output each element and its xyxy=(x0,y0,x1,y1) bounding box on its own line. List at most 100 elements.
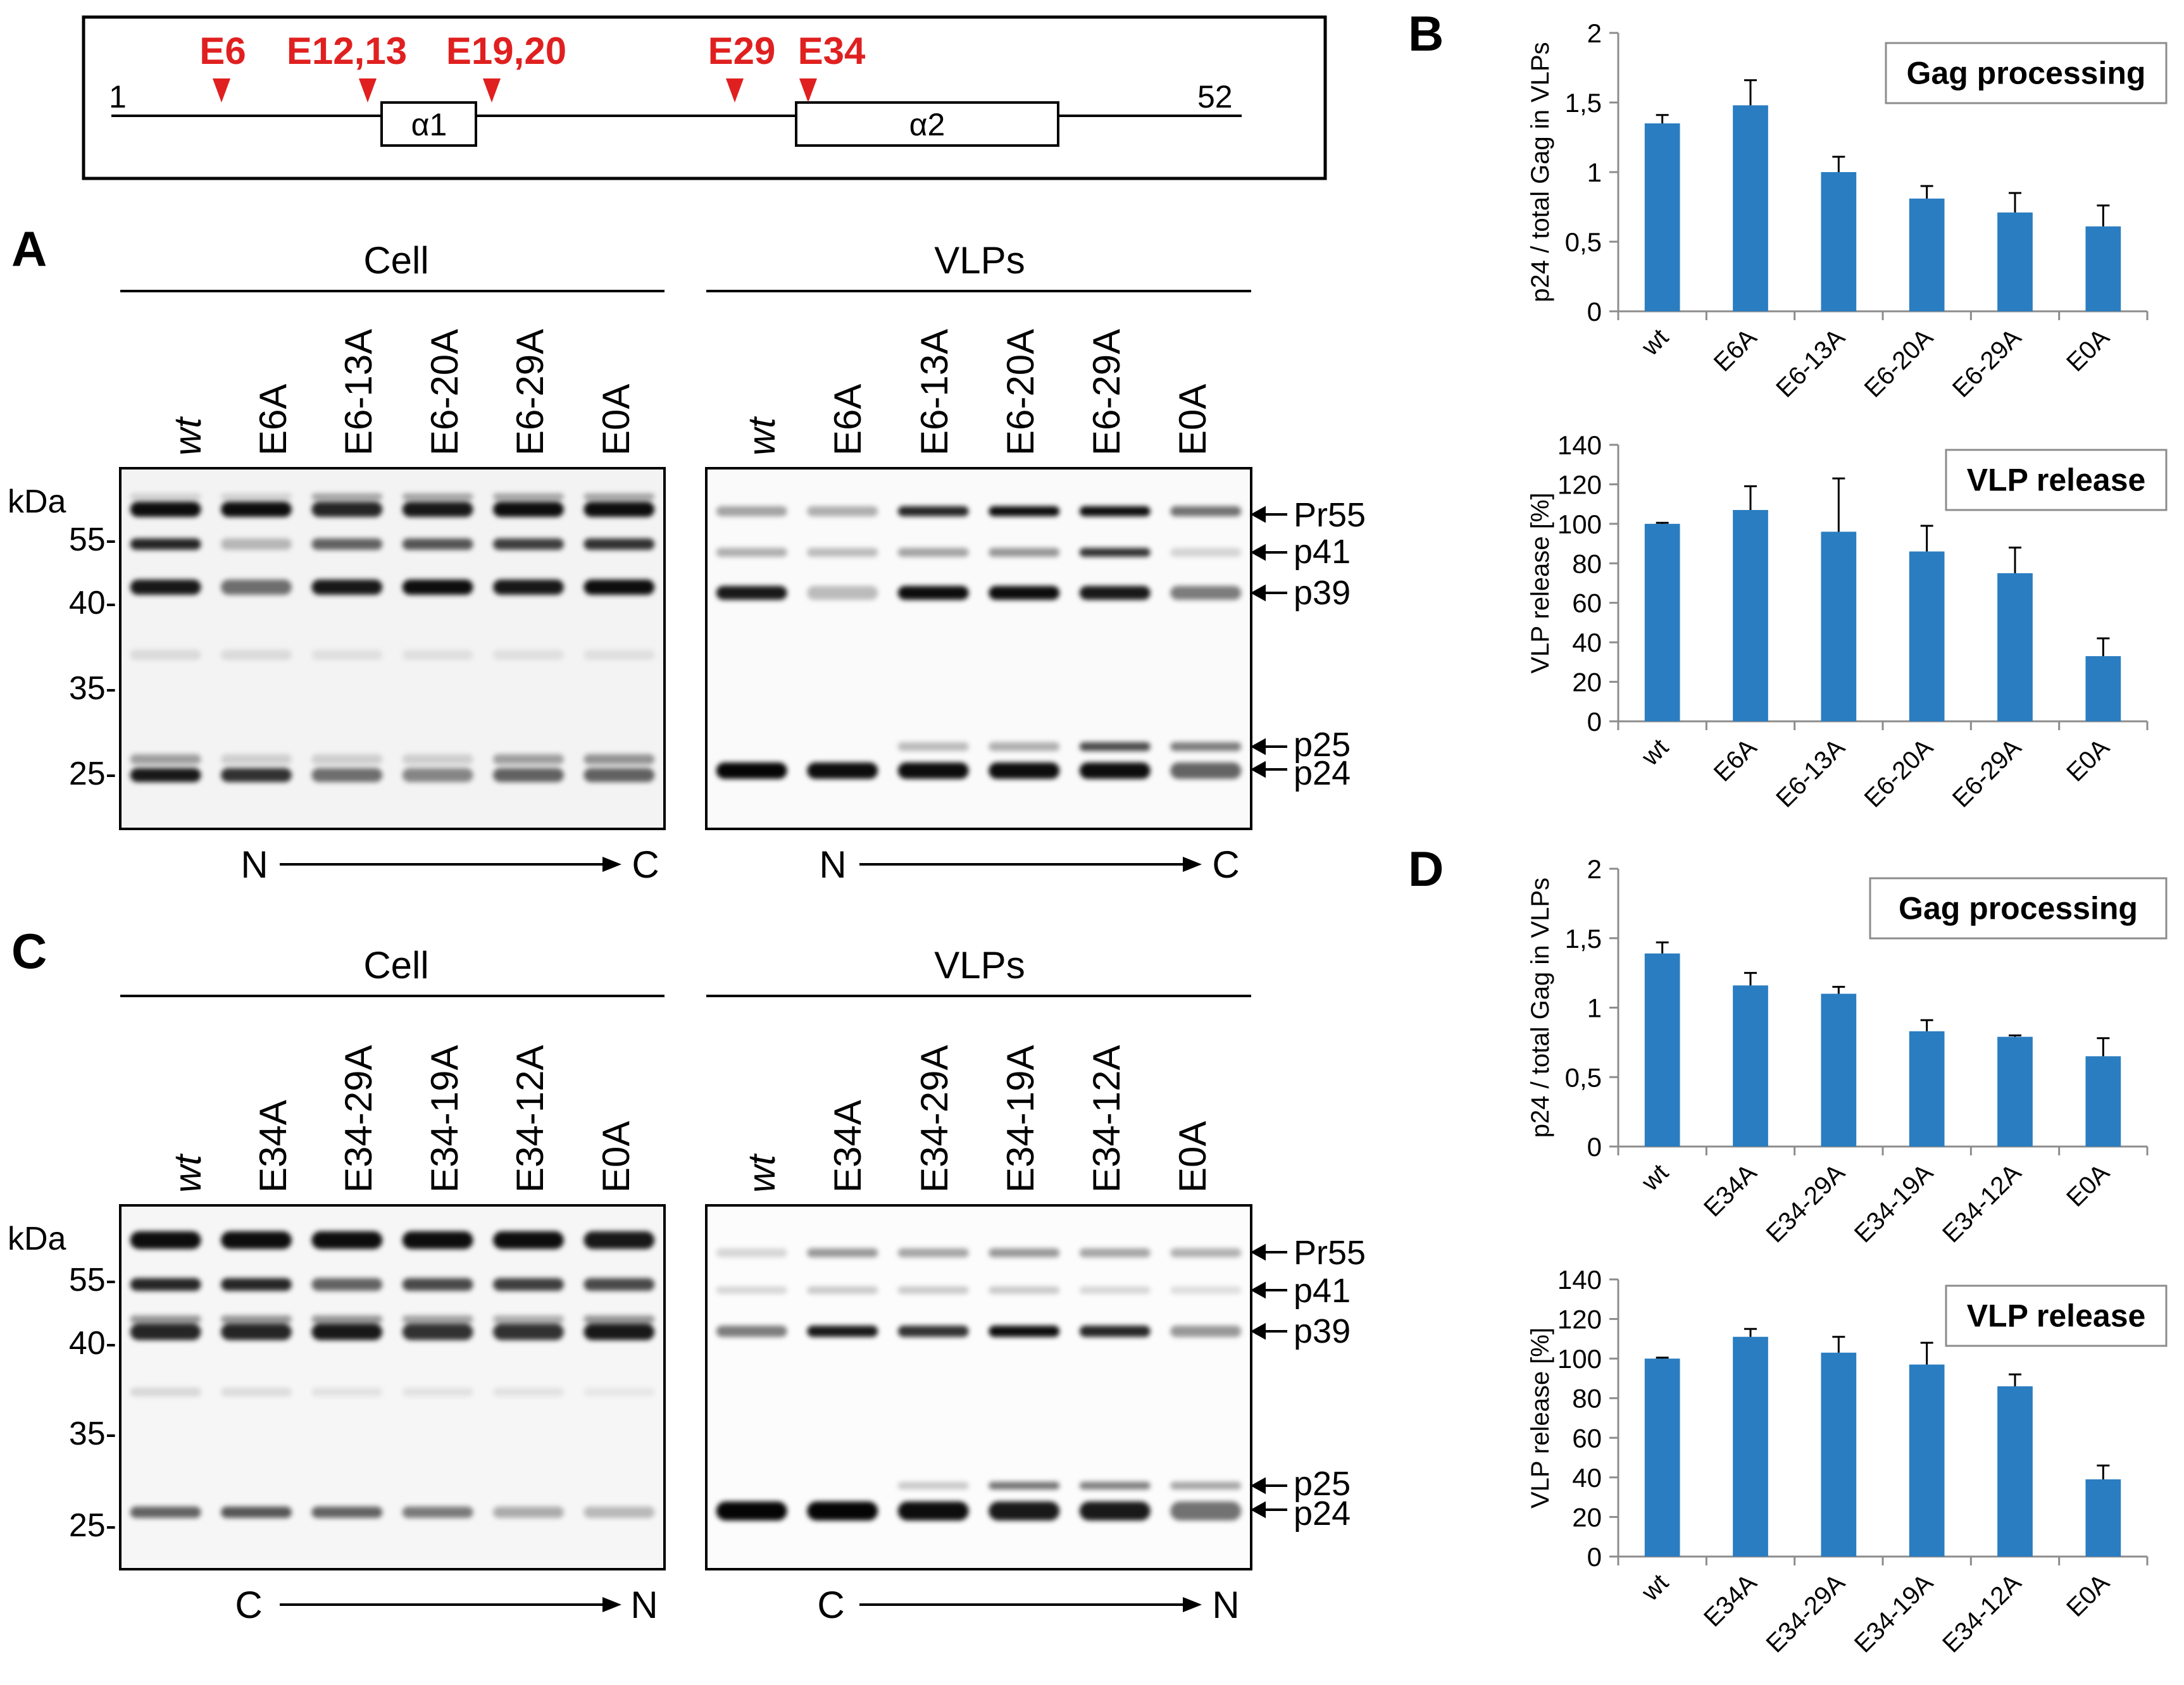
band-label-p24: p24 xyxy=(1294,1495,1351,1533)
chart-title: VLP release xyxy=(1967,463,2146,498)
x-tick-label: E0A xyxy=(2061,1159,2115,1212)
arrow-icon xyxy=(1250,1281,1266,1299)
site-e34-arrow-icon xyxy=(799,78,817,103)
top-cell-blot xyxy=(119,467,666,830)
blot-band xyxy=(130,1324,201,1340)
y-tick-label: 20 xyxy=(1572,668,1602,697)
blot-band xyxy=(493,650,564,660)
bar xyxy=(1909,1364,1945,1557)
y-tick-label: 1 xyxy=(1587,993,1602,1023)
blot-band xyxy=(311,1315,383,1323)
blot-band xyxy=(402,502,473,517)
blot-band xyxy=(402,768,473,782)
marker-35: 35- xyxy=(69,670,116,707)
blot-band xyxy=(989,1248,1060,1257)
blot-band xyxy=(807,586,878,600)
band-label-p41: p41 xyxy=(1294,533,1351,571)
blot-band xyxy=(1170,1286,1242,1294)
blot-band xyxy=(311,650,383,660)
bottom-vlp-lane-labels: wt E34A E34-29A E34-19A E34-12A E0A xyxy=(740,1045,1214,1193)
blot-band xyxy=(493,538,564,550)
blot-band xyxy=(583,1315,655,1323)
lane-label: wt xyxy=(166,1153,209,1193)
blot-band xyxy=(583,502,655,517)
panel-label-a: A xyxy=(11,221,47,277)
blot-band xyxy=(311,754,383,764)
blot-band xyxy=(221,768,292,782)
blot-band xyxy=(807,1248,878,1257)
x-tick-label: E34A xyxy=(1699,1159,1763,1222)
blot-band xyxy=(1079,1482,1151,1489)
top-vlp-dir-end: C xyxy=(1212,843,1239,886)
blot-band xyxy=(1079,1248,1151,1257)
arrow-icon xyxy=(1250,584,1266,602)
blot-band xyxy=(402,1507,473,1518)
bar xyxy=(1997,212,2033,311)
helix-1-label: α1 xyxy=(411,107,447,142)
blot-band xyxy=(1170,742,1242,751)
site-e6: E6 xyxy=(199,30,246,72)
blot-band xyxy=(311,1278,383,1291)
blot-band xyxy=(493,502,564,517)
blot-band xyxy=(583,1324,655,1340)
blot-band xyxy=(493,1324,564,1340)
blot-band xyxy=(493,1278,564,1291)
x-tick-label: E34A xyxy=(1699,1569,1763,1632)
band-label-pr55: Pr55 xyxy=(1294,496,1366,534)
blot-band xyxy=(130,754,201,764)
bar xyxy=(1997,573,2033,721)
marker-40: 40- xyxy=(69,585,116,621)
band-label-p39: p39 xyxy=(1294,1312,1351,1350)
bar xyxy=(1909,1031,1945,1147)
y-axis-title: VLP release [%] xyxy=(1526,1327,1554,1508)
blot-band xyxy=(130,1231,201,1249)
blot-band xyxy=(493,1507,564,1518)
bar xyxy=(1644,953,1680,1147)
y-tick-label: 100 xyxy=(1557,509,1602,539)
y-tick-label: 80 xyxy=(1572,1384,1602,1414)
y-axis-title: VLP release [%] xyxy=(1526,492,1554,673)
site-e34: E34 xyxy=(798,30,866,72)
bar xyxy=(1997,1386,2033,1557)
residue-end: 52 xyxy=(1197,79,1233,115)
lane-label: E34-29A xyxy=(337,1045,380,1193)
y-tick-label: 1,5 xyxy=(1565,924,1602,954)
lane-label: E34-12A xyxy=(1085,1045,1128,1193)
direction-arrow-icon xyxy=(602,857,621,872)
bar xyxy=(2085,656,2121,721)
marker-25: 25- xyxy=(69,1507,116,1544)
arrow-icon xyxy=(1250,1477,1266,1495)
kda-label: kDa xyxy=(8,1221,66,1257)
y-tick-label: 1,5 xyxy=(1565,88,1602,118)
blot-band xyxy=(716,586,787,600)
y-axis-title: p24 / total Gag in VLPs xyxy=(1526,878,1554,1138)
arrow-icon xyxy=(1250,1501,1266,1519)
blot-band xyxy=(221,494,292,500)
y-tick-label: 0,5 xyxy=(1565,1062,1602,1092)
top-vlp-blot xyxy=(705,467,1252,830)
x-tick-label: E34-29A xyxy=(1761,1569,1850,1658)
x-tick-label: E6A xyxy=(1709,733,1763,787)
blot-band xyxy=(583,650,655,660)
y-tick-label: 40 xyxy=(1572,1463,1602,1493)
bottom-cell-dir-end: N xyxy=(630,1584,658,1626)
y-tick-label: 120 xyxy=(1557,469,1602,499)
site-e29: E29 xyxy=(708,30,776,72)
top-cell-lane-labels: wt E6A E6-13A E6-20A E6-29A E0A xyxy=(166,329,637,456)
blot-band xyxy=(583,538,655,550)
blot-band xyxy=(493,1231,564,1249)
blot-band xyxy=(807,1326,878,1337)
marker-35: 35- xyxy=(69,1415,116,1452)
lane-label: E34-12A xyxy=(509,1045,551,1193)
blot-band xyxy=(311,1388,383,1396)
site-e12-arrow-icon xyxy=(359,78,377,103)
bar xyxy=(1644,523,1680,721)
blot-band xyxy=(130,538,201,550)
blot-band xyxy=(989,586,1060,600)
blot-band xyxy=(221,1315,292,1323)
lane-label: E6A xyxy=(252,384,294,456)
blot-band xyxy=(130,494,201,500)
blot-band xyxy=(897,548,969,557)
bar xyxy=(2085,1056,2121,1147)
